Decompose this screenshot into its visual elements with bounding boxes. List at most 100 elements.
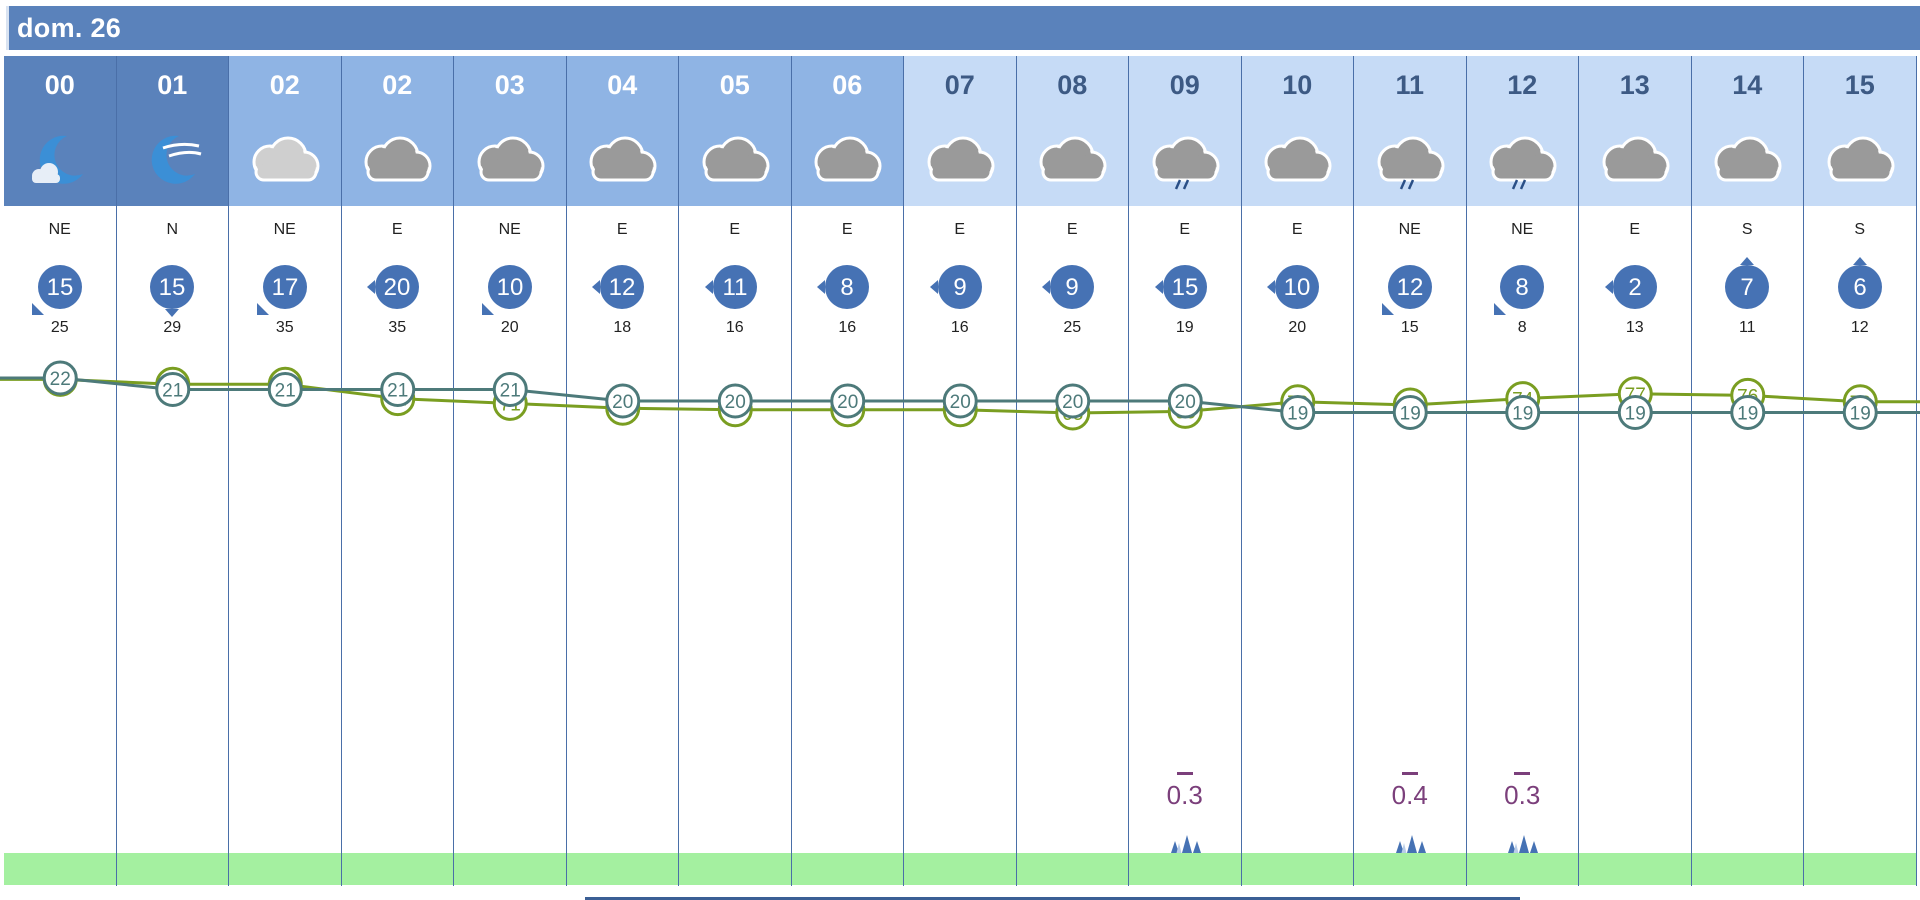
hour-column[interactable]: 08 E 9 25	[1016, 56, 1129, 886]
day-header[interactable]: dom. 26	[6, 6, 1920, 50]
hour-column[interactable]: 13 E 2 13	[1579, 56, 1692, 886]
wind-direction: E	[1291, 221, 1303, 238]
hour-label: 03	[494, 70, 525, 100]
hour-label: 09	[1169, 70, 1200, 100]
hour-column[interactable]: 06 E 8 16	[791, 56, 904, 886]
wind-speed-icon: 15	[1153, 255, 1217, 319]
hour-label: 05	[719, 70, 750, 100]
hour-label: 07	[944, 70, 975, 100]
hour-header: 00	[4, 56, 116, 206]
hour-column[interactable]: 12 NE 8 8 0.3	[1466, 56, 1579, 886]
svg-text:7: 7	[1741, 274, 1754, 301]
hour-label: 04	[607, 70, 638, 100]
hour-header: 05	[679, 56, 791, 206]
svg-text:17: 17	[271, 274, 298, 301]
hour-header: 13	[1579, 56, 1691, 206]
svg-text:15: 15	[46, 274, 73, 301]
hour-column[interactable]: 07 E 9 16	[904, 56, 1017, 886]
cloud-icon	[804, 128, 890, 192]
wind-direction: E	[391, 221, 403, 238]
cloud-rain-icon	[1142, 128, 1228, 192]
hour-label: 12	[1507, 70, 1538, 100]
wind-gust: 25	[1063, 319, 1082, 336]
hour-label: 10	[1282, 70, 1313, 100]
hour-header: 02	[229, 56, 341, 206]
wind-speed-icon: 8	[815, 255, 879, 319]
hour-column[interactable]: 02 NE 17 35	[229, 56, 342, 886]
wind-speed-icon: 9	[1040, 255, 1104, 319]
hour-header: 09	[1129, 56, 1241, 206]
svg-text:9: 9	[953, 274, 966, 301]
cloud-icon	[1029, 128, 1115, 192]
wind-direction: S	[1741, 221, 1753, 238]
bottom-indicator-bar	[341, 853, 453, 885]
wind-direction: NE	[273, 221, 296, 238]
wind-gust: 16	[838, 319, 857, 336]
cloud-icon	[579, 128, 665, 192]
hour-column[interactable]: 10 E 10 20	[1241, 56, 1354, 886]
moon-wind-icon	[129, 128, 215, 192]
wind-direction: E	[1629, 221, 1641, 238]
wind-direction: S	[1854, 221, 1866, 238]
wind-gust: 16	[725, 319, 744, 336]
hour-header: 15	[1804, 56, 1916, 206]
cloud-rain-icon	[1479, 128, 1565, 192]
cloud-icon	[692, 128, 778, 192]
hour-column[interactable]: 03 NE 10 20	[454, 56, 567, 886]
hour-column[interactable]: 05 E 11 16	[679, 56, 792, 886]
hour-column[interactable]: 00 NE 15 25	[4, 56, 117, 886]
cloud-icon	[1592, 128, 1678, 192]
hour-column[interactable]: 15 S 6 12	[1804, 56, 1917, 886]
hour-header: 10	[1241, 56, 1353, 206]
hour-column[interactable]: 14 S 7 11	[1691, 56, 1804, 886]
scrollbar-thumb[interactable]	[585, 897, 1520, 900]
hour-label: 13	[1619, 70, 1650, 100]
cloud-icon	[1704, 128, 1790, 192]
hour-label: 06	[832, 70, 863, 100]
hour-label: 15	[1844, 70, 1875, 100]
svg-text:9: 9	[1066, 274, 1079, 301]
hour-header: 04	[566, 56, 678, 206]
wind-speed-icon: 10	[1265, 255, 1329, 319]
svg-text:2: 2	[1628, 274, 1641, 301]
hour-column[interactable]: 11 NE 12 15 0.4	[1354, 56, 1467, 886]
wind-speed-icon: 12	[590, 255, 654, 319]
bottom-indicator-bar	[904, 853, 1016, 885]
hour-header: 11	[1354, 56, 1466, 206]
bottom-indicator-bar	[1579, 853, 1691, 885]
hour-label: 11	[1395, 70, 1425, 100]
svg-text:6: 6	[1853, 274, 1866, 301]
bottom-indicator-bar	[679, 853, 791, 885]
hour-header: 03	[454, 56, 566, 206]
moon-icon	[17, 128, 103, 192]
bottom-indicator-bar	[116, 853, 228, 885]
wind-speed-icon: 11	[703, 255, 767, 319]
bottom-indicator-bar	[229, 853, 341, 885]
wind-speed-icon: 7	[1715, 255, 1779, 319]
wind-speed-icon: 12	[1378, 255, 1442, 319]
hour-column[interactable]: 02 E 20 35	[341, 56, 454, 886]
wind-gust: 16	[950, 319, 969, 336]
hour-column[interactable]: 09 E 15 19 0.3	[1129, 56, 1242, 886]
wind-speed-icon: 8	[1490, 255, 1554, 319]
hour-header: 07	[904, 56, 1016, 206]
wind-gust: 35	[275, 319, 294, 336]
hour-label: 14	[1732, 70, 1763, 100]
cloud-icon	[917, 128, 1003, 192]
svg-text:8: 8	[1516, 274, 1529, 301]
bottom-indicator-bar	[1804, 853, 1916, 885]
bottom-indicator-bar	[791, 853, 903, 885]
wind-gust: 19	[1175, 319, 1194, 336]
wind-speed-icon: 15	[140, 255, 204, 319]
hour-column[interactable]: 04 E 12 18	[566, 56, 679, 886]
svg-text:20: 20	[384, 274, 411, 301]
wind-speed-icon: 2	[1603, 255, 1667, 319]
svg-text:11: 11	[722, 274, 747, 301]
wind-gust: 20	[500, 319, 519, 336]
bottom-indicator-bar	[566, 853, 678, 885]
cloud-icon	[354, 128, 440, 192]
hour-column[interactable]: 01 N 15 29	[116, 56, 229, 886]
hour-label: 01	[157, 70, 188, 100]
wind-speed-icon: 15	[28, 255, 92, 319]
rain-amount: 0.3	[1166, 780, 1203, 810]
